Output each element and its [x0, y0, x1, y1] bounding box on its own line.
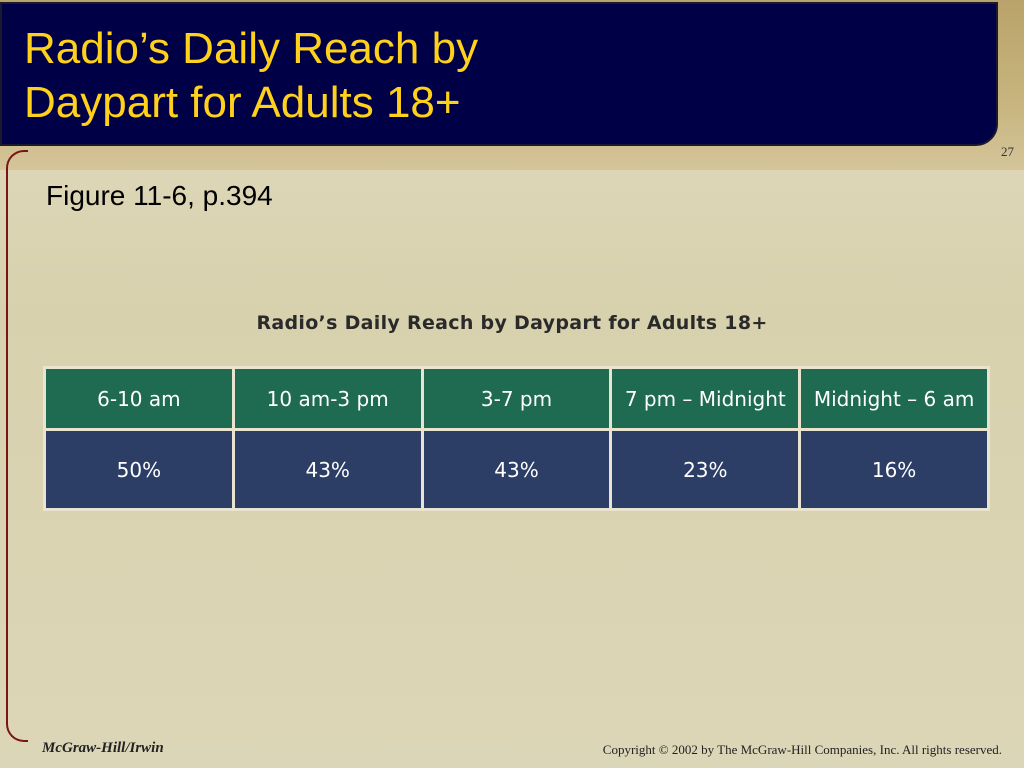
value-cell: 16%: [798, 428, 990, 511]
page-number: 27: [1001, 144, 1014, 159]
title-box: Radio’s Daily Reach by Daypart for Adult…: [0, 2, 998, 146]
slide-title: Radio’s Daily Reach by Daypart for Adult…: [24, 24, 479, 127]
header-row: 6-10 am 10 am-3 pm 3-7 pm 7 pm – Midnigh…: [43, 366, 990, 431]
left-rail-decoration: [6, 150, 28, 742]
table-title: Radio’s Daily Reach by Daypart for Adult…: [256, 312, 768, 334]
value-cell: 43%: [231, 428, 424, 511]
publisher-label: McGraw-Hill/Irwin: [42, 740, 164, 756]
figure-reference: Figure 11-6, p.394: [46, 180, 273, 211]
copyright-notice: Copyright © 2002 by The McGraw-Hill Comp…: [602, 742, 1002, 757]
value-cell: 50%: [43, 428, 235, 511]
header-cell: 3-7 pm: [420, 366, 613, 431]
value-cell: 43%: [420, 428, 613, 511]
header-cell: 10 am-3 pm: [231, 366, 424, 431]
header-cell: 7 pm – Midnight: [609, 366, 802, 431]
header-cell: 6-10 am: [43, 366, 235, 431]
value-cell: 23%: [609, 428, 802, 511]
table-row: 50% 43% 43% 23% 16%: [43, 428, 990, 511]
header-cell: Midnight – 6 am: [798, 366, 990, 431]
daily-reach-table: 6-10 am 10 am-3 pm 3-7 pm 7 pm – Midnigh…: [43, 366, 990, 511]
